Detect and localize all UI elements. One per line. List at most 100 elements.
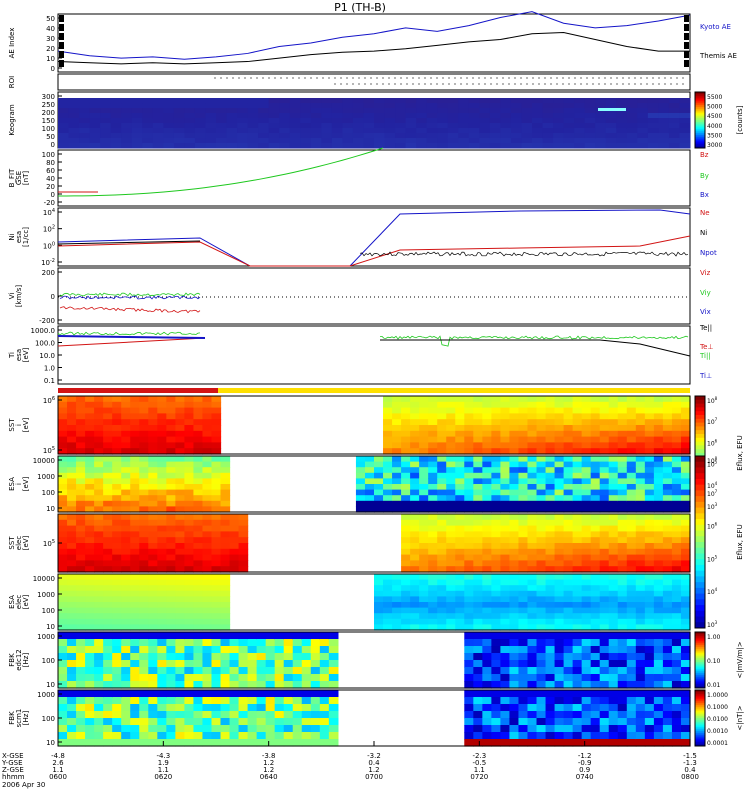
spectrogram-cell <box>94 436 104 443</box>
keogram-cell <box>226 118 238 124</box>
keogram-cell <box>184 103 196 109</box>
spectrogram-cell <box>85 602 95 609</box>
colorbar-cell <box>695 547 705 554</box>
y-tick-label: 1.0 <box>44 365 55 373</box>
spectrogram-cell <box>545 413 556 420</box>
keogram-cell <box>437 108 449 114</box>
spectrogram-cell <box>437 560 447 567</box>
spectrogram-cell <box>518 560 529 567</box>
spectrogram-cell <box>383 419 393 426</box>
keogram-cell <box>658 98 670 104</box>
spectrogram-cell <box>410 448 420 455</box>
spectrogram-cell <box>626 472 637 479</box>
keogram-cell <box>510 143 522 149</box>
keogram-cell <box>395 108 407 114</box>
spectrogram-cell <box>464 413 474 420</box>
spectrogram-cell <box>644 639 655 647</box>
spectrogram-cell <box>464 613 474 620</box>
spectrogram-cell <box>274 718 285 726</box>
spectrogram-cell <box>220 646 231 654</box>
spectrogram-cell <box>473 646 483 654</box>
spectrogram-cell <box>166 579 176 586</box>
spectrogram-cell <box>572 704 583 712</box>
spectrogram-cell <box>419 413 429 420</box>
spectrogram-cell <box>103 732 113 740</box>
spectrogram-cell <box>94 442 104 449</box>
keogram-cell <box>468 143 480 149</box>
keogram-cell <box>542 98 554 104</box>
spectrogram-cell <box>67 660 77 668</box>
spectrogram-cell <box>635 489 646 496</box>
spectrogram-cell <box>94 566 104 573</box>
spectrogram-cell <box>581 525 592 532</box>
spectrogram-cell <box>563 739 574 747</box>
spectrogram-cell <box>635 531 646 538</box>
spectrogram-cell <box>635 560 646 567</box>
spectrogram-cell <box>193 602 204 609</box>
spectrogram-cell <box>193 531 204 538</box>
spectrogram-cell <box>473 407 483 414</box>
spectrogram-cell <box>644 442 655 449</box>
spectrogram-cell <box>437 566 447 573</box>
spectrogram-cell <box>229 646 240 654</box>
spectrogram-cell <box>545 711 556 719</box>
spectrogram-cell <box>283 704 294 712</box>
spectrogram-cell <box>464 461 474 468</box>
spectrogram-cell <box>193 448 204 455</box>
spectrogram-cell <box>509 461 520 468</box>
keogram-cell <box>374 133 386 139</box>
spectrogram-cell <box>437 613 447 620</box>
spectrogram-cell <box>202 732 213 740</box>
spectrogram-cell <box>554 718 565 726</box>
keogram-cell <box>574 118 586 124</box>
spectrogram-cell <box>139 500 149 507</box>
spectrogram-cell <box>76 396 86 403</box>
spectrogram-cell <box>166 442 176 449</box>
spectrogram-cell <box>464 653 474 661</box>
x-tick-label: 0.4 <box>368 759 380 767</box>
spectrogram-cell <box>554 500 565 507</box>
spectrogram-cell <box>581 401 592 409</box>
legend-entry: Bz <box>700 151 709 159</box>
colorbar-cell <box>695 127 705 130</box>
spectrogram-cell <box>491 718 501 726</box>
roi-dot <box>580 83 582 85</box>
spectrogram-cell <box>554 401 565 409</box>
keogram-cell <box>216 143 228 149</box>
spectrogram-cell <box>662 560 673 567</box>
spectrogram-cell <box>554 711 565 719</box>
roi-dot <box>340 83 342 85</box>
spectrogram-cell <box>130 401 140 409</box>
spectrogram-cell <box>473 718 483 726</box>
keogram-cell <box>626 118 638 124</box>
spectrogram-cell <box>121 461 131 468</box>
spectrogram-cell <box>410 472 420 479</box>
spectrogram-cell <box>130 596 140 603</box>
keogram-cell <box>184 133 196 139</box>
spectrogram-cell <box>103 667 113 675</box>
y-axis-label: Ni <box>8 233 16 240</box>
roi-dot <box>376 83 378 85</box>
x-tick-label: 0.4 <box>684 766 696 774</box>
spectrogram-cell <box>401 514 411 521</box>
spectrogram-cell <box>617 660 628 668</box>
spectrogram-cell <box>184 690 195 698</box>
spectrogram-cell <box>211 660 222 668</box>
spectrogram-cell <box>590 690 601 698</box>
spectrogram-cell <box>67 430 77 438</box>
keogram-cell <box>416 143 428 149</box>
spectrogram-cell <box>536 590 547 597</box>
spectrogram-cell <box>401 554 411 561</box>
colorbar-cell <box>695 418 705 424</box>
spectrogram-cell <box>428 430 438 438</box>
keogram-cell <box>384 138 396 144</box>
spectrogram-cell <box>527 590 538 597</box>
colorbar-tick-label: 108 <box>707 396 718 405</box>
keogram-cell <box>510 118 522 124</box>
keogram-cell <box>205 98 217 104</box>
spectrogram-cell <box>644 632 655 640</box>
y-tick-label: 10000 <box>33 575 55 583</box>
spectrogram-cell <box>473 554 483 561</box>
spectrogram-cell <box>581 574 592 581</box>
spectrogram-cell <box>166 478 176 485</box>
